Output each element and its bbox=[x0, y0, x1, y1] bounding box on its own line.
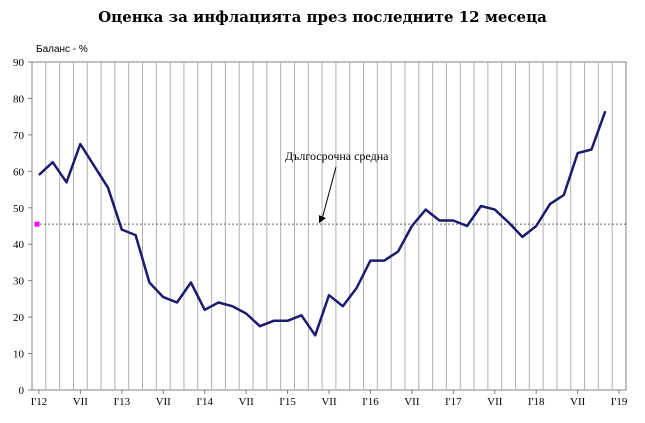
y-tick-label: 70 bbox=[13, 130, 25, 142]
long-term-average: Дългосрочна средна bbox=[34, 149, 626, 227]
x-tick-label: VII bbox=[73, 396, 89, 408]
plot-area bbox=[31, 61, 627, 391]
annotation-arrow-shaft bbox=[321, 166, 337, 220]
x-tick-label: I'17 bbox=[445, 396, 462, 408]
y-tick-label: 40 bbox=[13, 239, 25, 251]
x-tick-label: VII bbox=[404, 396, 420, 408]
reference-marker bbox=[34, 221, 40, 227]
inflation-series bbox=[38, 110, 607, 337]
x-tick-label: VII bbox=[487, 396, 503, 408]
x-tick-label: VII bbox=[321, 396, 337, 408]
y-axis: 0 10 20 30 40 50 60 70 80 90 bbox=[13, 57, 32, 397]
x-tick-label: I'13 bbox=[113, 396, 130, 408]
x-tick-label: I'15 bbox=[279, 396, 296, 408]
x-tick-label: VII bbox=[570, 396, 586, 408]
x-tick-label: VII bbox=[238, 396, 254, 408]
series-line bbox=[38, 110, 607, 337]
y-tick-label: 20 bbox=[13, 312, 25, 324]
vertical-gridlines bbox=[45, 62, 613, 390]
y-tick-label: 80 bbox=[13, 93, 25, 105]
chart-title: Оценка за инфлацията през последните 12 … bbox=[98, 8, 547, 26]
x-tick-label: I'16 bbox=[362, 396, 379, 408]
annotation-arrow-head bbox=[319, 215, 326, 224]
y-axis-unit-label: Баланс - % bbox=[36, 44, 88, 55]
y-tick-label: 50 bbox=[13, 203, 25, 215]
y-tick-label: 90 bbox=[13, 57, 25, 69]
x-tick-label: I'14 bbox=[196, 396, 213, 408]
x-tick-label: I'19 bbox=[611, 396, 628, 408]
x-tick-label: I'12 bbox=[31, 396, 48, 408]
y-tick-label: 60 bbox=[13, 166, 25, 178]
y-tick-label: 10 bbox=[13, 349, 25, 361]
x-tick-label: I'18 bbox=[528, 396, 545, 408]
y-tick-label: 0 bbox=[19, 385, 25, 397]
reference-annotation: Дългосрочна средна bbox=[285, 149, 389, 163]
x-tick-label: VII bbox=[156, 396, 172, 408]
x-axis: I'12 VII I'13 VII I'14 VII I'15 VII I'16 VII I'17 V… bbox=[31, 390, 628, 408]
y-tick-label: 30 bbox=[13, 276, 25, 288]
